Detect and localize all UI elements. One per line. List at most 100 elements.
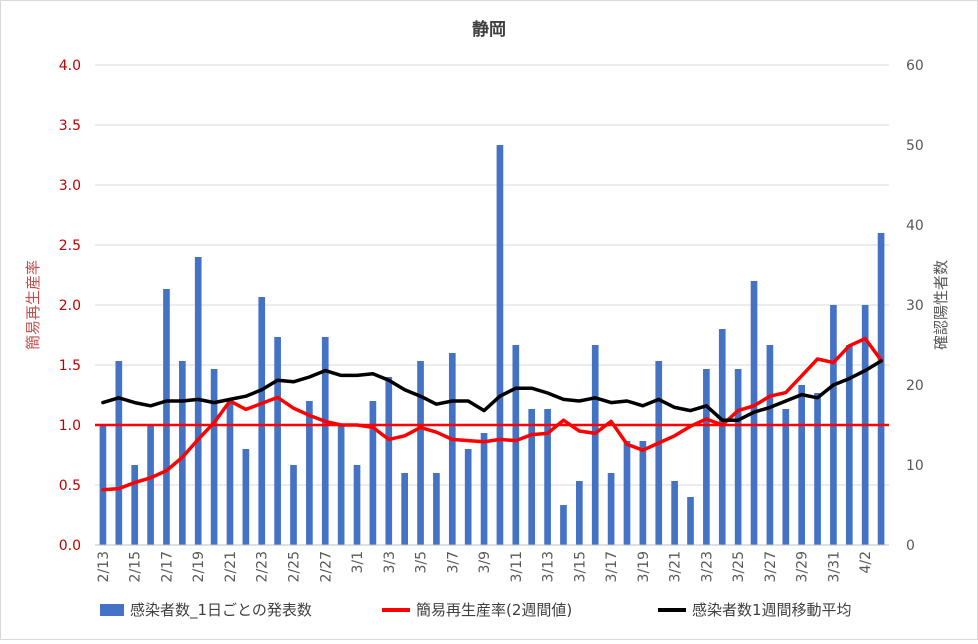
legend-swatch-bar: [100, 604, 124, 616]
x-tick-label: 3/7: [445, 551, 461, 574]
x-tick-label: 3/5: [414, 551, 430, 574]
x-tick-label: 3/21: [668, 551, 684, 582]
bar: [845, 345, 853, 545]
y-right-tick-label: 40: [906, 218, 924, 234]
bar: [560, 505, 567, 545]
bar: [99, 425, 107, 545]
moving-average-line: [101, 359, 883, 422]
x-tick-label: 3/27: [763, 551, 779, 582]
y-right-tick-label: 60: [906, 58, 924, 74]
bar: [321, 337, 329, 545]
x-tick-label: 3/3: [382, 551, 398, 574]
bar: [591, 345, 599, 545]
y-left-tick-label: 2.5: [59, 238, 81, 254]
bar: [798, 385, 805, 545]
bar: [687, 497, 694, 545]
x-tick-label: 2/21: [223, 551, 239, 582]
bar: [131, 465, 139, 545]
bar: [528, 409, 536, 545]
bar: [877, 233, 885, 545]
bar: [353, 465, 361, 545]
chart-title: 静岡: [472, 19, 506, 40]
y-left-tick-label: 4.0: [59, 58, 81, 74]
x-tick-label: 4/2: [858, 551, 874, 574]
bar: [274, 337, 281, 545]
x-tick-label: 2/15: [128, 551, 144, 582]
legend: 感染者数_1日ごとの発表数 簡易再生産率(2週間値) 感染者数1週間移動平均: [100, 601, 852, 620]
x-tick-label: 3/19: [636, 551, 652, 582]
bar: [306, 401, 313, 545]
y-axis-right-label: 確認陽性者数: [932, 260, 950, 350]
bar: [814, 393, 821, 545]
x-tick-label: 3/11: [509, 551, 525, 582]
bar: [718, 329, 726, 545]
x-tick-label: 2/25: [287, 551, 303, 582]
line-series: [101, 336, 883, 492]
bar: [210, 369, 218, 545]
bar: [512, 345, 520, 545]
bar: [448, 353, 456, 545]
axes: 0.0 0.5 1.0 1.5 2.0 2.5 3.0 3.5 4.0 0 10 20 30 40 50 60…: [59, 58, 924, 582]
bar: [226, 401, 234, 545]
bar: [115, 361, 123, 545]
bar: [766, 345, 774, 545]
x-tick-label: 3/13: [541, 551, 557, 582]
y-left-tick-label: 3.0: [59, 178, 81, 194]
bar: [417, 361, 424, 545]
bar: [576, 481, 583, 545]
y-right-tick-label: 20: [906, 378, 924, 394]
y-left-tick-label: 1.0: [59, 418, 81, 434]
x-tick-label: 3/1: [350, 551, 366, 574]
y-right-tick-label: 0: [906, 538, 915, 554]
bar: [433, 473, 440, 545]
bar: [242, 449, 250, 545]
x-tick-label: 3/29: [795, 551, 811, 582]
y-left-tick-label: 0.0: [59, 538, 81, 554]
bar: [464, 449, 472, 545]
bar: [703, 369, 710, 545]
bar: [385, 377, 393, 545]
bar: [639, 441, 647, 545]
y-right-tick-label: 50: [906, 138, 924, 154]
x-tick-label: 3/23: [699, 551, 715, 582]
x-tick-label: 2/19: [191, 551, 207, 582]
bar: [147, 425, 154, 545]
x-tick-label: 3/17: [604, 551, 620, 582]
bar: [655, 361, 663, 545]
bar: [496, 145, 504, 545]
y-left-tick-label: 3.5: [59, 118, 81, 134]
x-tick-label: 3/15: [572, 551, 588, 582]
y-left-tick-label: 2.0: [59, 298, 81, 314]
bar: [290, 465, 297, 545]
legend-label-avg: 感染者数1週間移動平均: [692, 601, 852, 619]
legend-label-rt: 簡易再生産率(2週間値): [416, 601, 572, 619]
bar: [782, 409, 790, 545]
bar: [401, 473, 408, 545]
bar: [369, 401, 377, 545]
x-tick-label: 2/23: [255, 551, 271, 582]
x-tick-label: 3/9: [477, 551, 493, 574]
bar: [258, 297, 266, 545]
bar: [607, 473, 615, 545]
x-tick-label: 3/25: [731, 551, 747, 582]
rt-line: [101, 336, 883, 492]
y-left-tick-label: 0.5: [59, 478, 81, 494]
y-left-tick-label: 1.5: [59, 358, 81, 374]
bar: [179, 361, 186, 545]
y-right-tick-label: 30: [906, 298, 924, 314]
bar: [163, 289, 170, 545]
x-tick-label: 3/31: [826, 551, 842, 582]
x-tick-label: 2/13: [96, 551, 112, 582]
bar: [480, 433, 488, 545]
y-right-tick-label: 10: [906, 458, 924, 474]
legend-label-bar: 感染者数_1日ごとの発表数: [130, 601, 312, 620]
x-tick-label: 2/17: [159, 551, 175, 582]
bar: [337, 425, 345, 545]
bar: [671, 481, 678, 545]
bar: [734, 369, 742, 545]
y-axis-left-label: 簡易再生産率: [24, 260, 42, 350]
bar: [623, 441, 631, 545]
x-tick-label: 2/27: [318, 551, 334, 582]
